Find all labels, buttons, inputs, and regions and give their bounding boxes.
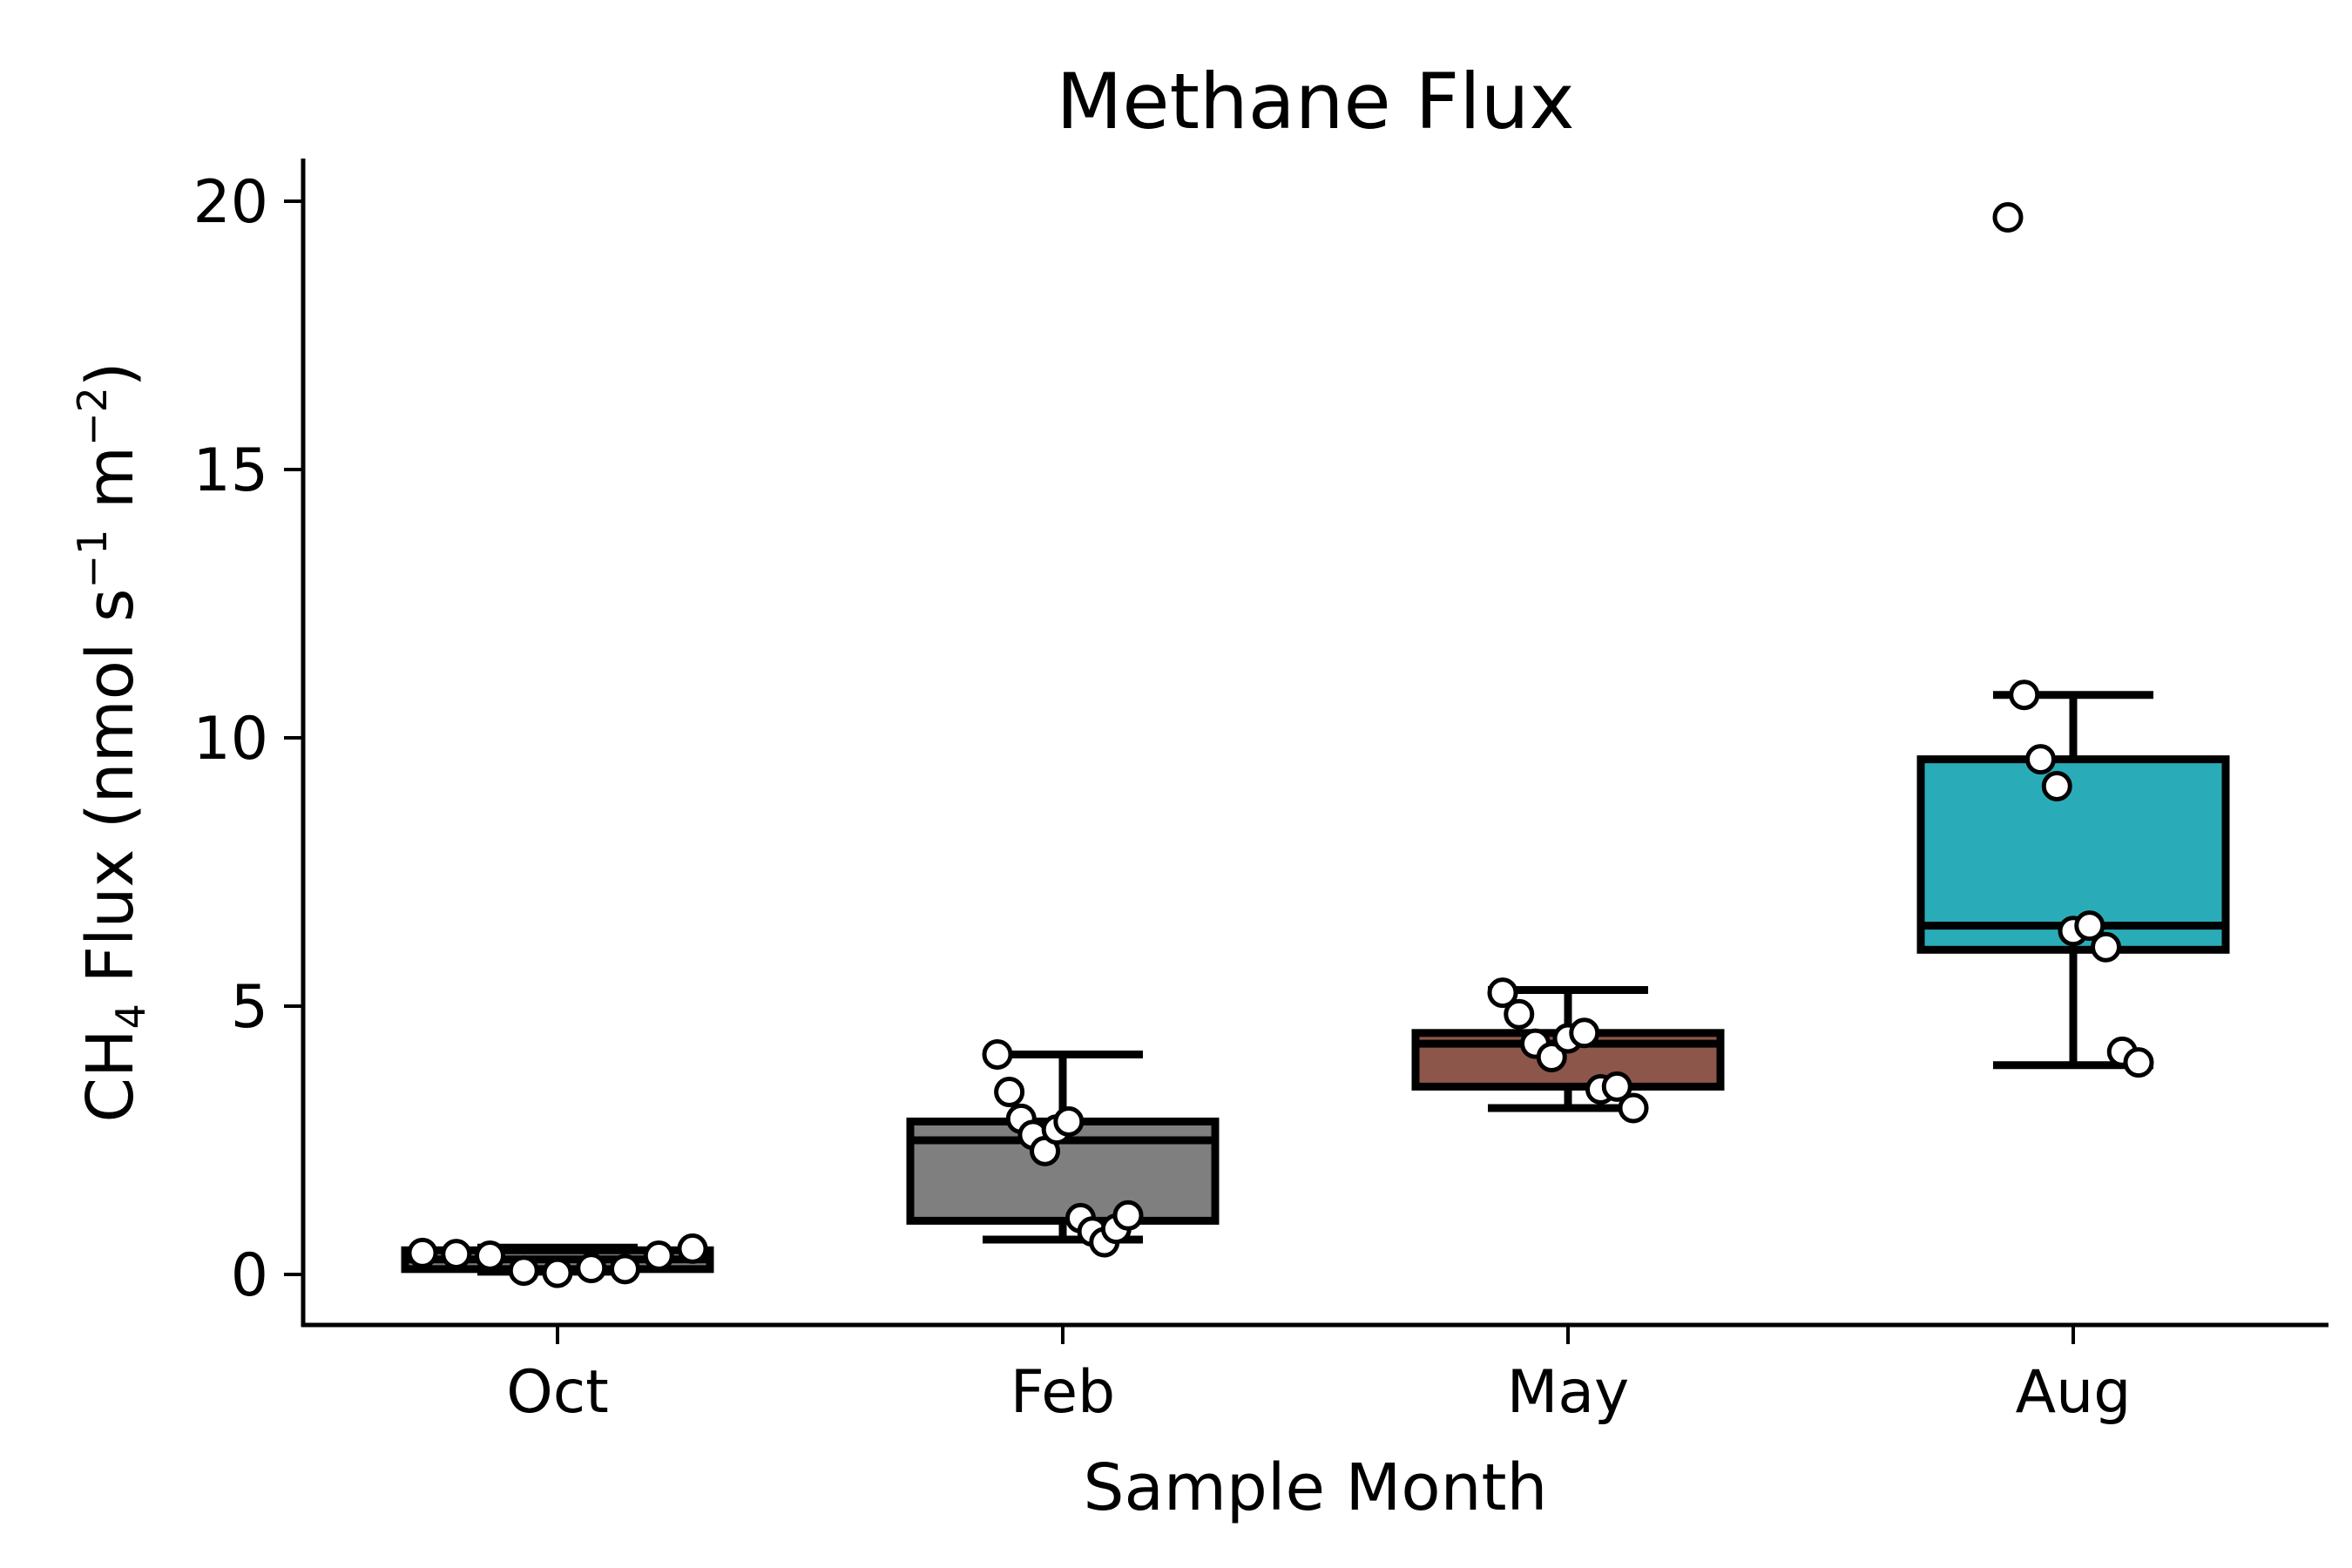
chart-title: Methane Flux xyxy=(1056,57,1574,146)
data-point xyxy=(576,1253,607,1284)
data-point xyxy=(1112,1200,1144,1231)
data-point xyxy=(994,1077,1025,1108)
y-axis-label-prefix: CH xyxy=(73,1029,148,1122)
data-point xyxy=(441,1239,472,1270)
data-point xyxy=(508,1255,539,1287)
points-layer xyxy=(407,201,2154,1288)
x-tick-label: Aug xyxy=(2016,1358,2132,1427)
x-tick-label: Feb xyxy=(1010,1358,1115,1427)
x-tick-label: Oct xyxy=(506,1358,609,1427)
y-axis-label-subscript: 4 xyxy=(107,1004,154,1029)
y-axis-label-middle: Flux (nmol s xyxy=(73,588,148,1004)
data-point xyxy=(1536,1042,1567,1073)
data-point xyxy=(643,1240,674,1271)
y-axis-label: CH4 Flux (nmol s−1 m−2) xyxy=(69,362,154,1122)
data-point xyxy=(982,1038,1013,1070)
x-ticks: Oct Feb May Aug xyxy=(506,1325,2131,1427)
y-axis-label-sup2: −2 xyxy=(69,387,116,446)
y-axis-label-sup1: −1 xyxy=(69,530,116,589)
data-point xyxy=(2091,931,2121,963)
data-point xyxy=(677,1233,708,1264)
data-point xyxy=(1618,1092,1649,1124)
x-tick-label: May xyxy=(1507,1358,1630,1427)
data-point xyxy=(542,1257,573,1288)
data-point xyxy=(2123,1047,2154,1078)
y-tick-label: 0 xyxy=(231,1241,268,1310)
y-tick-label: 5 xyxy=(231,973,268,1042)
data-point xyxy=(407,1237,438,1268)
data-point xyxy=(2074,910,2105,942)
data-point xyxy=(2025,744,2056,775)
data-point xyxy=(1992,201,2024,233)
boxes-layer xyxy=(401,691,2230,1276)
data-point xyxy=(1601,1071,1632,1102)
y-axis-label-suffix: ) xyxy=(73,362,148,387)
y-tick-label: 10 xyxy=(193,705,268,774)
x-axis-label: Sample Month xyxy=(1084,1450,1548,1525)
y-tick-label: 15 xyxy=(193,436,268,505)
y-ticks: 0 5 10 15 20 xyxy=(193,168,303,1310)
data-point xyxy=(1504,998,1535,1030)
data-point xyxy=(1487,977,1518,1009)
box-feb xyxy=(906,1050,1220,1244)
data-point xyxy=(610,1254,640,1285)
data-point xyxy=(2009,679,2040,711)
box-aug xyxy=(1916,691,2230,1070)
data-point xyxy=(1053,1105,1085,1137)
y-tick-label: 20 xyxy=(193,168,268,237)
y-axis-label-mid2: m xyxy=(73,446,148,530)
data-point xyxy=(1569,1017,1600,1049)
data-point xyxy=(475,1240,505,1271)
data-point xyxy=(2041,770,2072,801)
